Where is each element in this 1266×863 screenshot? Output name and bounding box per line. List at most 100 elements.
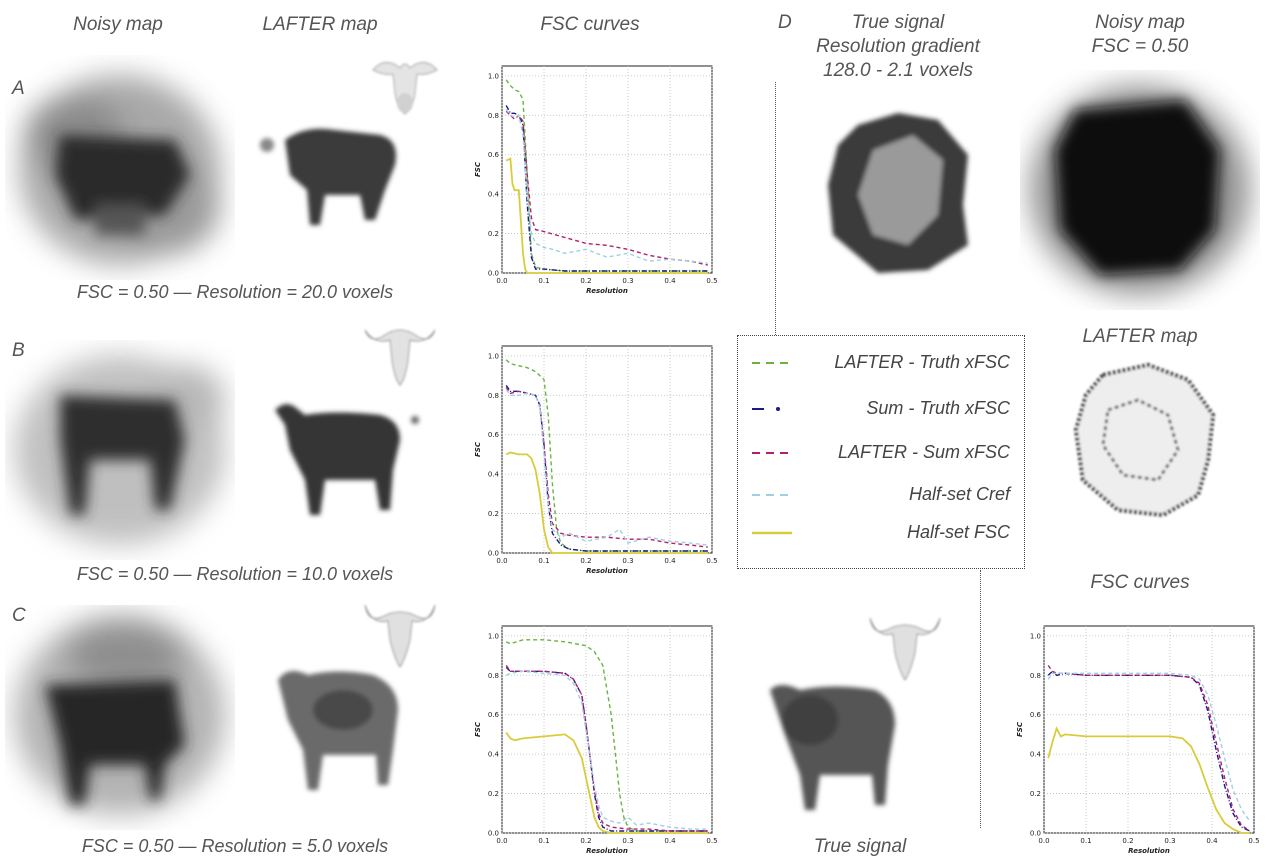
fsc-chart-d: 0.0 0.1 0.2 0.3 0.4 0.5 0.0 0.2 0.4 0.6 0.8 1.0 Reso… bbox=[1012, 618, 1262, 863]
x-tick-label: 0.1 bbox=[538, 837, 549, 845]
y-tick-label: 0.6 bbox=[488, 431, 500, 439]
x-tick-label: 0.1 bbox=[1080, 837, 1091, 845]
plot-frame bbox=[501, 625, 713, 834]
fsc-chart-svg: 0.0 0.1 0.2 0.3 0.4 0.5 0.0 0.2 0.4 0.6 0.8 1.0 Reso… bbox=[474, 65, 718, 295]
series-line bbox=[505, 79, 708, 272]
true-signal-gradient-image bbox=[818, 105, 978, 280]
lafter-map-d-image bbox=[1068, 360, 1218, 520]
lafter-map-c-image bbox=[268, 660, 408, 810]
true-signal-title-line3: 128.0 - 2.1 voxels bbox=[823, 60, 973, 81]
legend-item: Sum - Truth xFSC bbox=[738, 396, 1024, 426]
series-line bbox=[505, 670, 708, 830]
y-tick-label: 0.8 bbox=[488, 392, 499, 400]
panel-letter-c: C bbox=[12, 605, 26, 626]
y-axis-label: FSC bbox=[1016, 721, 1024, 737]
x-axis-label: Resolution bbox=[586, 287, 628, 295]
series-line bbox=[1047, 726, 1250, 834]
x-tick-label: 0.2 bbox=[580, 557, 591, 565]
legend-item: Half-set Cref bbox=[738, 482, 1024, 512]
x-tick-label: 0.4 bbox=[1206, 837, 1218, 845]
plot-frame bbox=[501, 345, 713, 554]
y-tick-label: 0.6 bbox=[1030, 711, 1042, 719]
x-axis-label: Resolution bbox=[1128, 847, 1170, 855]
fsc-chart-c: 0.0 0.1 0.2 0.3 0.4 0.5 0.0 0.2 0.4 0.6 0.8 1.0 Reso… bbox=[470, 618, 720, 863]
x-tick-label: 0.3 bbox=[1164, 837, 1175, 845]
legend-swatch bbox=[752, 494, 792, 496]
y-tick-label: 0.4 bbox=[488, 191, 500, 199]
legend-label: LAFTER - Sum xFSC bbox=[837, 442, 1010, 462]
separator-upper bbox=[775, 82, 776, 337]
series-line bbox=[505, 731, 708, 834]
y-tick-label: 0.2 bbox=[1030, 790, 1041, 798]
x-tick-label: 0.2 bbox=[580, 837, 591, 845]
series-line bbox=[505, 639, 708, 832]
legend-label: Half-set Cref bbox=[908, 484, 1010, 504]
x-tick-label: 0.4 bbox=[664, 277, 676, 285]
x-tick-label: 0.5 bbox=[706, 277, 717, 285]
legend-item: Half-set FSC bbox=[738, 520, 1024, 550]
noisy-map-b-image bbox=[5, 340, 235, 560]
panel-letter-a: A bbox=[12, 78, 25, 99]
panel-letter-b: B bbox=[12, 340, 25, 361]
noisy-map-c-image bbox=[5, 605, 235, 830]
fsc-chart-svg: 0.0 0.1 0.2 0.3 0.4 0.5 0.0 0.2 0.4 0.6 0.8 1.0 Reso… bbox=[474, 625, 718, 855]
legend-swatch bbox=[752, 531, 792, 535]
y-axis-label: FSC bbox=[474, 721, 482, 737]
x-tick-label: 0.4 bbox=[664, 557, 676, 565]
series-line bbox=[505, 388, 708, 546]
true-signal-title-line2: Resolution gradient bbox=[816, 36, 980, 57]
y-axis-label: FSC bbox=[474, 441, 482, 457]
x-tick-label: 0.0 bbox=[496, 837, 507, 845]
legend-item: LAFTER - Sum xFSC bbox=[738, 440, 1024, 470]
y-tick-label: 0.4 bbox=[488, 751, 500, 759]
plot-frame bbox=[1043, 625, 1255, 834]
y-tick-label: 0.6 bbox=[488, 151, 500, 159]
y-tick-label: 0.2 bbox=[488, 510, 499, 518]
noisy-map-d-image bbox=[1020, 70, 1260, 310]
x-tick-label: 0.1 bbox=[538, 557, 549, 565]
true-signal-image bbox=[760, 675, 920, 825]
noisy-map-d-title-line1: Noisy map bbox=[1095, 12, 1185, 33]
x-tick-label: 0.5 bbox=[1248, 837, 1259, 845]
series-line bbox=[1047, 672, 1251, 822]
x-tick-label: 0.1 bbox=[538, 277, 549, 285]
series-line bbox=[505, 664, 708, 832]
lafter-map-a-image bbox=[255, 110, 415, 240]
x-axis-label: Resolution bbox=[586, 567, 628, 575]
true-signal-caption: True signal bbox=[813, 836, 907, 857]
y-tick-label: 0.6 bbox=[488, 711, 500, 719]
separator-lower bbox=[980, 570, 981, 828]
legend-swatch bbox=[752, 362, 792, 364]
panel-letter-d: D bbox=[778, 12, 792, 33]
legend-label: Sum - Truth xFSC bbox=[866, 398, 1010, 418]
buffalo-3d-thumbnail-a bbox=[365, 48, 445, 128]
fsc-curves-d-title: FSC curves bbox=[1090, 572, 1190, 593]
legend-swatch bbox=[752, 452, 792, 454]
x-tick-label: 0.0 bbox=[496, 277, 507, 285]
legend-label: Half-set FSC bbox=[906, 522, 1010, 542]
caption-row-a: FSC = 0.50 — Resolution = 20.0 voxels bbox=[76, 282, 394, 302]
lafter-map-d-title: LAFTER map bbox=[1082, 326, 1198, 347]
buffalo-3d-thumbnail-c bbox=[360, 595, 440, 675]
series-line bbox=[505, 105, 708, 272]
x-tick-label: 0.2 bbox=[1122, 837, 1133, 845]
y-tick-label: 0.2 bbox=[488, 790, 499, 798]
y-tick-label: 1.0 bbox=[488, 352, 499, 360]
y-tick-label: 0.0 bbox=[488, 270, 499, 278]
header-noisy-map: Noisy map bbox=[73, 14, 163, 35]
x-axis-label: Resolution bbox=[586, 847, 628, 855]
x-tick-label: 0.4 bbox=[664, 837, 676, 845]
header-lafter-map: LAFTER map bbox=[262, 14, 378, 35]
x-tick-label: 0.3 bbox=[622, 557, 633, 565]
y-tick-label: 0.2 bbox=[488, 230, 499, 238]
fsc-chart-svg: 0.0 0.1 0.2 0.3 0.4 0.5 0.0 0.2 0.4 0.6 0.8 1.0 Reso… bbox=[474, 345, 718, 575]
y-tick-label: 0.8 bbox=[488, 112, 499, 120]
buffalo-3d-thumbnail-d bbox=[865, 608, 945, 688]
y-tick-label: 0.8 bbox=[488, 672, 499, 680]
series-line bbox=[505, 666, 708, 832]
legend-label: LAFTER - Truth xFSC bbox=[834, 352, 1010, 372]
series-line bbox=[505, 451, 708, 554]
legend: LAFTER - Truth xFSC Sum - Truth xFSC LAF… bbox=[737, 335, 1025, 569]
y-tick-label: 0.0 bbox=[488, 830, 499, 838]
y-tick-label: 0.4 bbox=[1030, 751, 1042, 759]
